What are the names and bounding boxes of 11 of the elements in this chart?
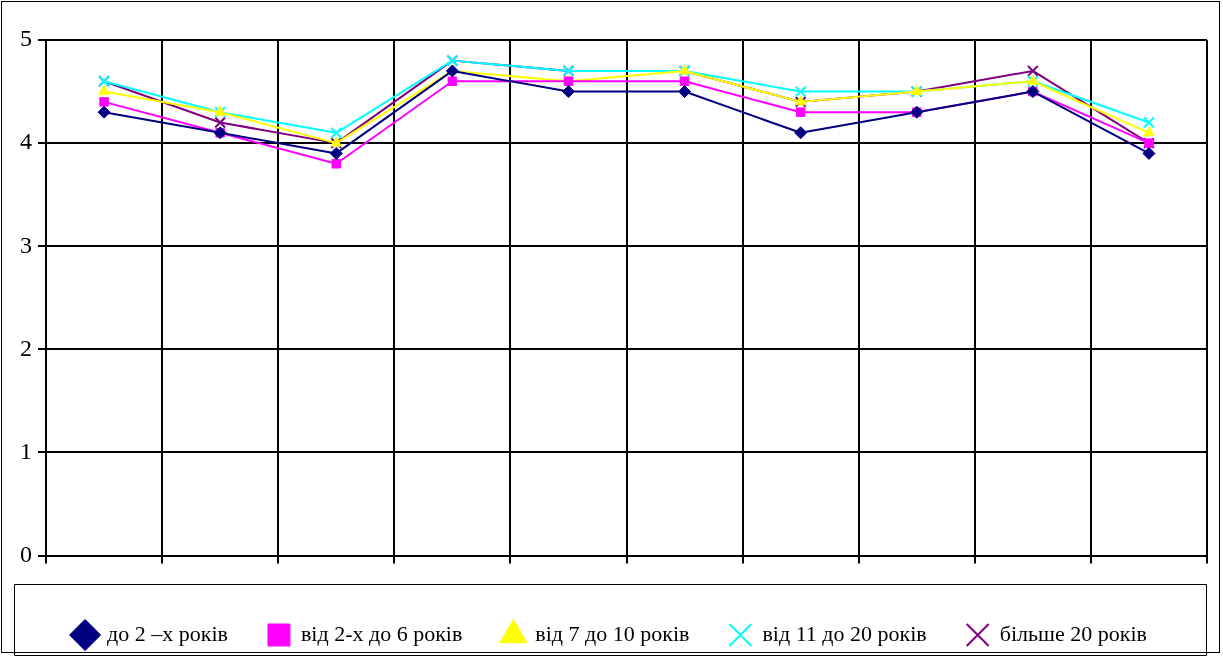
y-tick-label: 5 xyxy=(20,25,32,52)
y-tick-label: 3 xyxy=(20,231,32,258)
legend-label: більше 20 років xyxy=(999,620,1147,646)
y-tick-label: 2 xyxy=(20,334,32,361)
y-tick-label: 4 xyxy=(20,128,32,155)
legend-label: від 2-х до 6 років xyxy=(300,620,463,646)
y-tick-label: 1 xyxy=(20,437,32,464)
y-tick-label: 0 xyxy=(20,540,32,567)
legend-label: від 11 до 20 років xyxy=(762,620,927,646)
legend-label: до 2 –х років xyxy=(107,620,228,646)
legend-label: від 7 до 10 років xyxy=(535,620,690,646)
